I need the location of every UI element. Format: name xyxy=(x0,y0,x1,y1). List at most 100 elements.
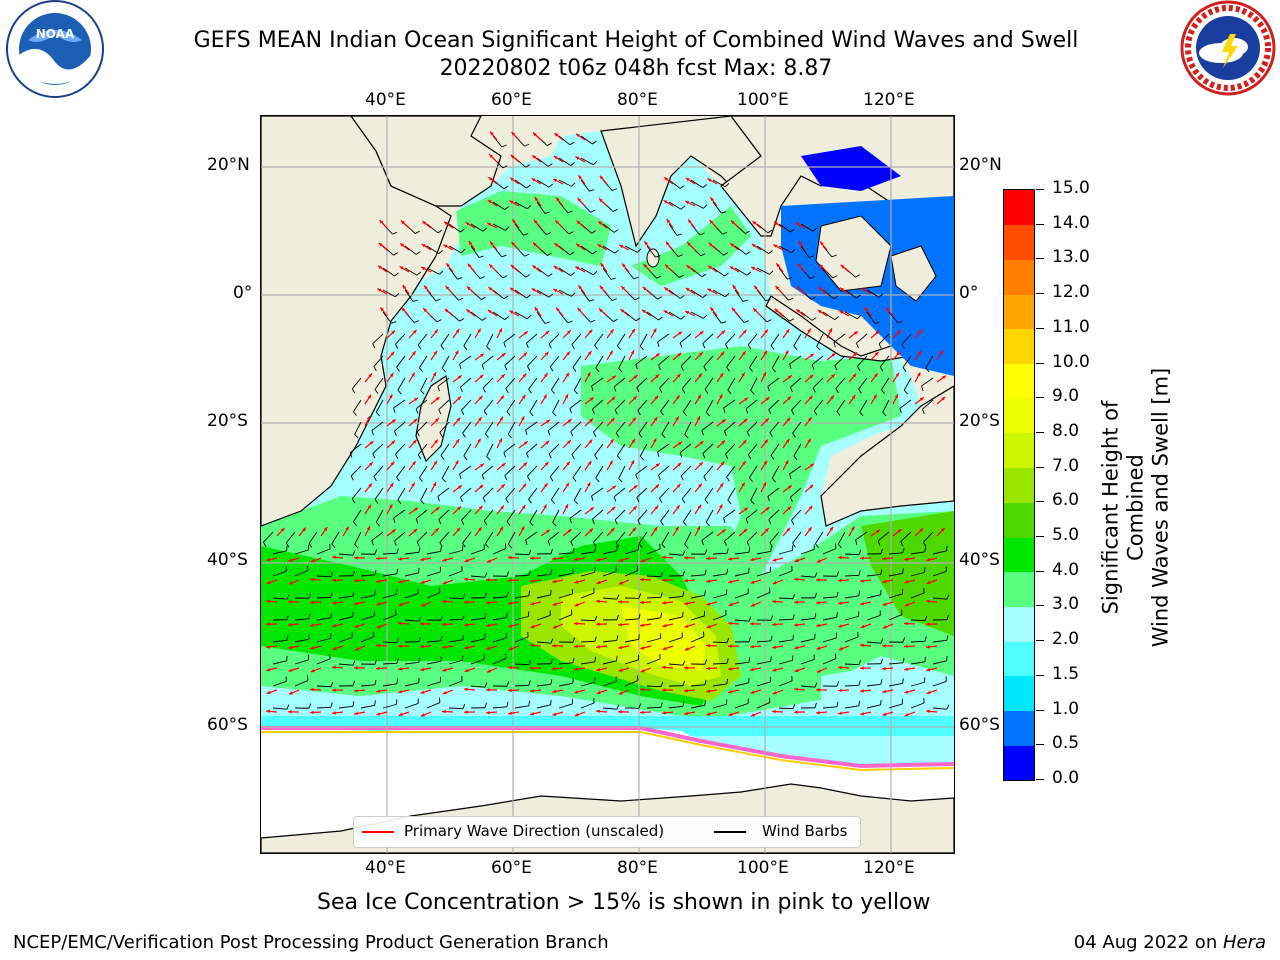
wave-direction-arrowhead xyxy=(378,242,383,247)
wave-direction-arrowhead xyxy=(464,645,469,650)
wind-barb-flag xyxy=(484,592,487,598)
wind-barb-flag xyxy=(506,571,510,577)
colorbar-tick-label: 1.0 xyxy=(1052,698,1080,719)
wave-direction-arrowhead xyxy=(574,580,579,584)
wind-barb xyxy=(580,661,595,665)
wave-direction-arrowhead xyxy=(553,179,558,183)
wind-barb xyxy=(526,333,538,344)
wind-barb xyxy=(558,662,573,665)
wind-barb xyxy=(899,399,912,409)
wind-barb xyxy=(800,245,810,258)
wave-direction-arrowhead xyxy=(554,243,559,247)
chart-title: GEFS MEAN Indian Ocean Significant Heigh… xyxy=(193,28,1079,53)
wave-direction-arrowhead xyxy=(556,307,560,312)
wind-barb-flag xyxy=(703,314,708,319)
wind-barb xyxy=(910,640,926,643)
wave-direction-arrowhead xyxy=(926,709,930,714)
wind-barb xyxy=(635,465,648,475)
wind-barb-flag xyxy=(787,277,793,280)
wind-barb xyxy=(360,615,375,621)
wind-barb xyxy=(470,311,483,321)
wind-barb xyxy=(923,531,934,543)
wave-direction-arrowhead xyxy=(464,600,468,604)
wave-direction-arrowhead xyxy=(708,242,713,247)
wind-barb xyxy=(712,573,727,577)
wind-barb-flag xyxy=(922,409,925,414)
wind-barb xyxy=(470,245,480,258)
wave-direction-arrowhead xyxy=(455,460,459,465)
wind-barb xyxy=(822,311,835,321)
legend-wave-direction-label: Primary Wave Direction (unscaled) xyxy=(404,822,665,840)
wind-barb xyxy=(882,399,890,413)
wind-barb-flag xyxy=(552,522,557,527)
wave-direction-arrowhead xyxy=(750,622,754,626)
wave-direction-arrowhead xyxy=(731,307,736,312)
lon-label-top-40e: 40°E xyxy=(365,90,406,110)
wind-barb xyxy=(668,201,682,210)
wave-direction-arrowhead xyxy=(599,175,604,180)
wind-barb xyxy=(778,267,788,280)
wind-barb-flag xyxy=(768,250,773,254)
wind-barb-flag xyxy=(745,518,749,524)
wave-direction-arrowhead xyxy=(366,526,370,531)
wind-barb-flag xyxy=(308,613,311,619)
wind-barb xyxy=(880,377,890,390)
wind-barb xyxy=(382,662,398,665)
wind-barb xyxy=(646,617,661,621)
wave-direction-arrowhead xyxy=(728,689,733,694)
wave-direction-arrowhead xyxy=(687,242,691,246)
wave-direction-arrowhead xyxy=(566,351,570,356)
wave-direction-arrowhead xyxy=(675,526,679,531)
wind-barb-flag xyxy=(745,230,750,234)
wind-barb-flag xyxy=(704,569,707,575)
wave-direction-arrowhead xyxy=(785,350,789,355)
wave-direction-arrowhead xyxy=(750,713,755,717)
wave-direction-arrowhead xyxy=(398,579,403,584)
wind-barb xyxy=(580,592,595,599)
wave-direction-arrowhead xyxy=(389,394,393,399)
wind-barb xyxy=(580,135,593,145)
wave-direction-arrowhead xyxy=(809,374,814,379)
wind-barb xyxy=(756,640,771,643)
wave-direction-arrowhead xyxy=(544,373,548,378)
wave-direction-arrowhead xyxy=(664,177,669,181)
wind-barb xyxy=(552,509,560,523)
wind-barb-flag xyxy=(460,228,465,233)
wind-barb-flag xyxy=(902,568,904,574)
wind-barb xyxy=(448,223,461,233)
wave-direction-arrowhead xyxy=(654,395,659,400)
wave-direction-arrowhead xyxy=(677,352,682,357)
wave-direction-arrowhead xyxy=(807,328,811,333)
wave-direction-arrowhead xyxy=(794,668,799,673)
wind-barb-flag xyxy=(462,614,465,620)
wave-direction-arrowhead xyxy=(600,262,605,267)
wind-barb-flag xyxy=(833,342,836,348)
wind-barb xyxy=(723,509,736,519)
wave-direction-arrowhead xyxy=(511,241,516,246)
wind-barb xyxy=(800,638,815,643)
wind-barb xyxy=(294,680,309,687)
wind-barb-flag xyxy=(705,411,710,417)
wave-direction-arrowhead xyxy=(763,350,767,355)
wave-direction-arrowhead xyxy=(706,643,710,648)
wave-direction-arrowhead xyxy=(523,352,528,357)
wind-barb-flag xyxy=(437,229,443,234)
wave-direction-arrowhead xyxy=(457,396,462,401)
wave-direction-arrowhead xyxy=(433,460,437,465)
wind-barb xyxy=(657,443,670,453)
wave-direction-arrowhead xyxy=(577,307,582,312)
wind-barb xyxy=(661,531,670,545)
wind-barb-flag xyxy=(375,411,380,417)
wave-direction-arrowhead xyxy=(794,577,798,582)
wind-barb-flag xyxy=(396,476,400,482)
wind-barb xyxy=(833,333,846,343)
wind-barb xyxy=(482,487,494,499)
legend-black-line xyxy=(714,831,746,833)
wind-barb xyxy=(910,702,925,709)
wave-direction-arrowhead xyxy=(838,578,842,583)
wind-barb xyxy=(492,616,507,621)
wave-direction-arrowhead xyxy=(379,219,384,224)
wind-barb-flag xyxy=(461,520,465,525)
wave-direction-arrowhead xyxy=(534,306,539,311)
wave-direction-arrowhead xyxy=(852,373,857,378)
